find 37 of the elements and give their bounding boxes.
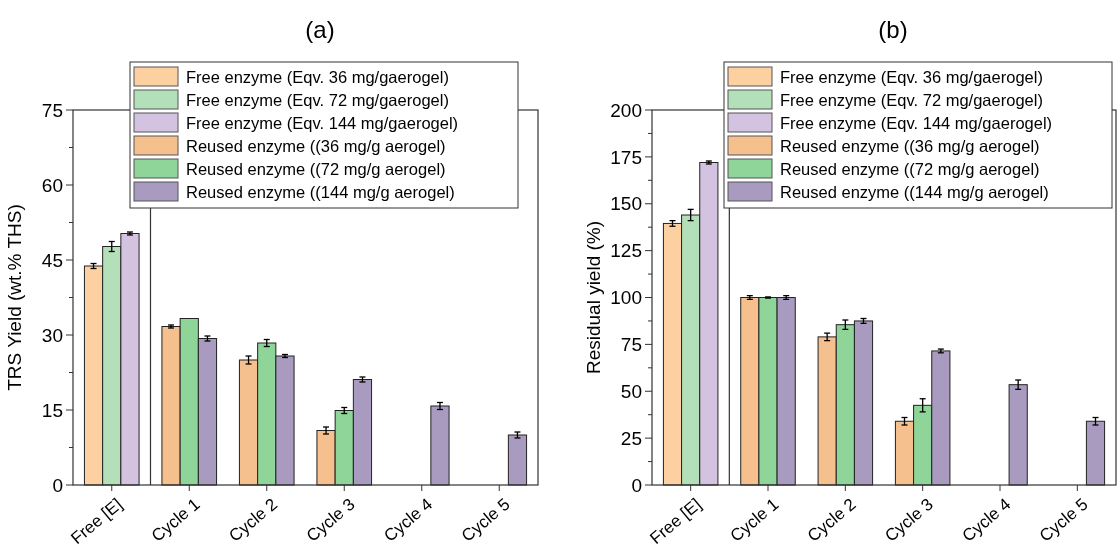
y-tick-label: 75	[620, 334, 642, 356]
bar	[507, 434, 528, 486]
y-tick-label: 45	[41, 249, 63, 271]
legend-label: Free enzyme (Eqv. 144 mg/gaerogel)	[186, 113, 459, 132]
y-tick-label: 60	[41, 174, 63, 196]
bar	[1008, 384, 1028, 486]
legend-label: Reused enzyme ((144 mg/g aerogel)	[780, 182, 1049, 201]
legend-label: Reused enzyme ((72 mg/g aerogel)	[186, 159, 446, 178]
y-tick-label: 125	[610, 240, 642, 262]
legend-label: Reused enzyme ((72 mg/g aerogel)	[780, 159, 1040, 178]
y-tick-label: 150	[610, 193, 642, 215]
x-tick-label: Free [E]	[646, 494, 705, 549]
legend-label: Free enzyme (Eqv. 72 mg/gaerogel)	[780, 90, 1043, 109]
y-tick-label: 15	[41, 399, 63, 421]
bar	[1085, 420, 1106, 486]
legend-label: Free enzyme (Eqv. 36 mg/gaerogel)	[780, 67, 1043, 86]
legend-label: Free enzyme (Eqv. 72 mg/gaerogel)	[186, 90, 449, 109]
y-tick-label: 200	[610, 99, 642, 121]
legend-label: Free enzyme (Eqv. 36 mg/gaerogel)	[186, 67, 449, 86]
y-tick-label: 175	[610, 146, 642, 168]
y-axis-title: Residual yield (%)	[583, 220, 604, 375]
y-tick-label: 25	[620, 427, 642, 449]
y-tick-label: 0	[52, 474, 63, 496]
legend-label: Reused enzyme ((144 mg/g aerogel)	[186, 182, 455, 201]
legend-label: Free enzyme (Eqv. 144 mg/gaerogel)	[780, 113, 1053, 132]
chart-title: (a)	[305, 16, 335, 43]
y-tick-label: 75	[41, 99, 63, 121]
y-axis-title: TRS Yield (wt.% THS)	[4, 204, 25, 391]
legend-label: Reused enzyme ((36 mg/g aerogel)	[186, 136, 446, 155]
bar	[430, 405, 450, 486]
chart-title: (b)	[878, 16, 908, 43]
y-tick-label: 100	[610, 287, 642, 309]
legend-label: Reused enzyme ((36 mg/g aerogel)	[780, 136, 1040, 155]
y-tick-label: 50	[620, 380, 642, 402]
y-tick-label: 0	[631, 474, 642, 496]
x-tick-label: Free [E]	[67, 494, 126, 549]
y-tick-label: 30	[41, 324, 63, 346]
